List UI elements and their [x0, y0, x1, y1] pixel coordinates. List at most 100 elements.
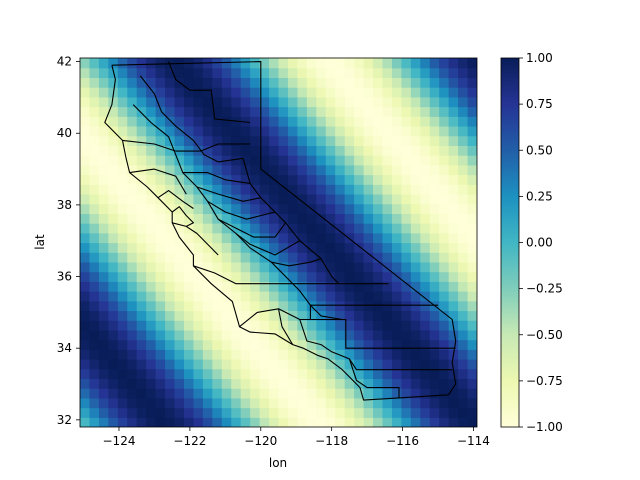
heatmap-cell: [259, 407, 270, 418]
heatmap-cell: [80, 203, 91, 214]
heatmap-cell: [287, 291, 298, 302]
heatmap-cell: [80, 184, 91, 195]
heatmap-cell: [391, 388, 402, 399]
heatmap-cell: [401, 164, 412, 176]
heatmap-cell: [89, 388, 100, 399]
heatmap-cell: [155, 252, 166, 263]
heatmap-cell: [89, 223, 100, 234]
heatmap-cell: [344, 174, 355, 185]
heatmap-cell: [467, 378, 477, 389]
heatmap-cell: [231, 407, 242, 418]
heatmap-cell: [127, 242, 138, 253]
heatmap-cell: [363, 359, 374, 370]
heatmap-cell: [354, 203, 365, 214]
heatmap-cell: [250, 145, 261, 156]
heatmap-cell: [108, 96, 119, 108]
heatmap-cell: [165, 213, 176, 224]
heatmap-cell: [117, 291, 128, 302]
heatmap-cell: [165, 203, 176, 214]
heatmap-cell: [98, 58, 109, 69]
heatmap-cell: [269, 67, 280, 79]
heatmap-cell: [363, 96, 374, 108]
heatmap-cell: [108, 155, 119, 166]
heatmap-cell: [212, 388, 223, 399]
heatmap-cell: [117, 310, 128, 321]
county-border: [182, 172, 251, 184]
heatmap-cell: [278, 232, 289, 244]
heatmap-cell: [363, 87, 374, 98]
heatmap-cell: [363, 281, 374, 292]
heatmap-cell: [325, 223, 336, 234]
heatmap-cell: [212, 291, 223, 302]
heatmap-cell: [325, 125, 336, 137]
heatmap-cell: [108, 339, 119, 350]
heatmap-cell: [231, 378, 242, 389]
heatmap-cell: [98, 96, 109, 108]
x-tick-label: −120: [244, 434, 277, 448]
heatmap-cell: [439, 359, 450, 370]
heatmap-cell: [183, 106, 195, 117]
heatmap-cell: [420, 232, 431, 244]
heatmap-cell: [240, 388, 251, 399]
heatmap-cell: [127, 329, 138, 341]
heatmap-cell: [429, 397, 440, 409]
heatmap-cell: [439, 271, 450, 282]
heatmap-cell: [136, 261, 147, 273]
heatmap-cell: [221, 407, 232, 418]
heatmap-cell: [467, 223, 477, 234]
heatmap-cell: [89, 135, 100, 146]
heatmap-cell: [269, 291, 280, 302]
heatmap-cell: [183, 407, 195, 418]
heatmap-cell: [391, 300, 402, 312]
heatmap-cell: [250, 281, 261, 292]
heatmap-cell: [306, 359, 317, 370]
heatmap-cell: [240, 203, 251, 214]
heatmap-cell: [439, 96, 450, 108]
heatmap-cell: [439, 67, 450, 79]
heatmap-cell: [287, 174, 298, 185]
heatmap-cell: [344, 320, 355, 331]
x-tick-label: −116: [386, 434, 419, 448]
heatmap-cell: [335, 77, 346, 88]
heatmap-cell: [448, 106, 459, 117]
heatmap-cell: [183, 378, 195, 389]
heatmap-cell: [410, 329, 421, 341]
heatmap-cell: [354, 397, 365, 409]
colorbar-tick-label: 1.00: [526, 51, 553, 65]
heatmap-cell: [202, 116, 213, 127]
heatmap-cell: [127, 281, 138, 292]
heatmap-cell: [136, 310, 147, 321]
heatmap-cell: [155, 174, 166, 185]
heatmap-cell: [401, 77, 412, 88]
heatmap-cell: [316, 155, 327, 166]
heatmap-cell: [363, 242, 374, 253]
heatmap-cell: [354, 77, 365, 88]
heatmap-cell: [98, 193, 109, 205]
heatmap-cell: [354, 213, 365, 224]
heatmap-cell: [382, 145, 393, 156]
heatmap-cell: [429, 164, 440, 176]
heatmap-cell: [231, 271, 242, 282]
heatmap-cell: [183, 116, 195, 127]
heatmap-cell: [297, 388, 308, 399]
heatmap-cell: [297, 203, 308, 214]
colorbar-tick-label: 0.00: [526, 236, 553, 250]
heatmap-cell: [240, 193, 251, 205]
heatmap-cell: [212, 359, 223, 370]
heatmap-cell: [335, 67, 346, 79]
heatmap-cell: [467, 77, 477, 88]
heatmap-cell: [325, 261, 336, 273]
county-border: [271, 258, 322, 267]
heatmap-cell: [287, 213, 298, 224]
heatmap-cell: [448, 407, 459, 418]
heatmap-cell: [278, 106, 289, 117]
colorbar-tick-label: −0.25: [526, 282, 563, 296]
heatmap-cell: [316, 223, 327, 234]
heatmap-cell: [306, 174, 317, 185]
heatmap-cell: [316, 300, 327, 312]
heatmap-cell: [98, 339, 109, 350]
heatmap-cell: [259, 378, 270, 389]
heatmap-cell: [391, 397, 402, 409]
heatmap-cell: [278, 203, 289, 214]
heatmap-cell: [401, 320, 412, 331]
